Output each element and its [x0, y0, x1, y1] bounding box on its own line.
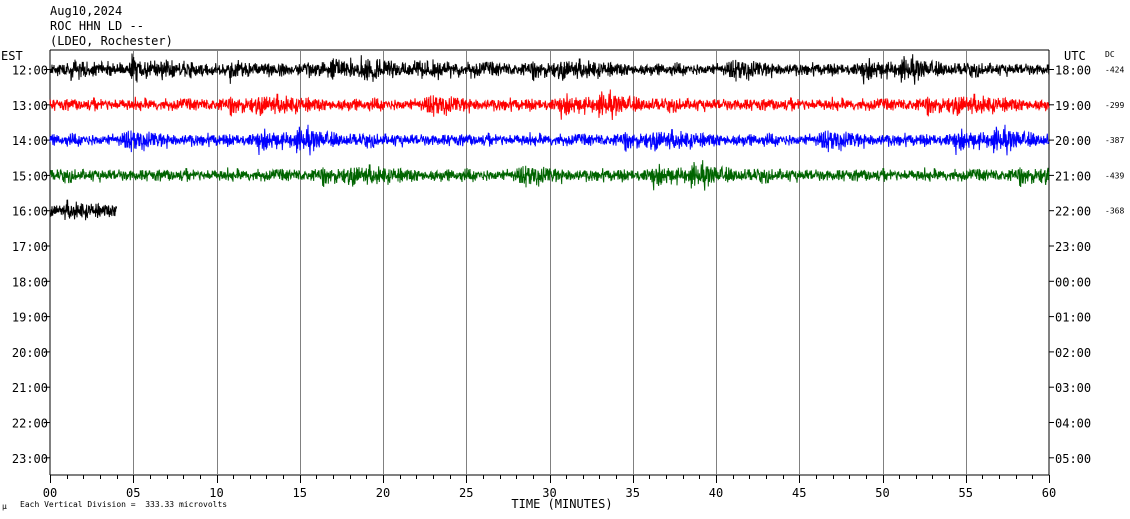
plot-grid — [45, 49, 1054, 483]
right-hour-label: 23:00 — [1055, 240, 1091, 254]
right-hour-label: 20:00 — [1055, 134, 1091, 148]
dc-offset-label: -439 — [1105, 171, 1124, 180]
right-hour-label: 21:00 — [1055, 169, 1091, 183]
left-hour-label: 19:00 — [12, 311, 48, 325]
left-hour-label: 14:00 — [12, 134, 48, 148]
seismic-trace-row-3 — [49, 160, 1050, 191]
x-tick-label: 35 — [626, 486, 640, 500]
date-label: Aug10,2024 — [50, 4, 123, 18]
x-tick-label: 05 — [126, 486, 140, 500]
x-tick-label: 15 — [293, 486, 307, 500]
right-hour-label: 18:00 — [1055, 64, 1091, 78]
x-axis-title: TIME (MINUTES) — [511, 497, 612, 511]
right-hour-label: 03:00 — [1055, 381, 1091, 395]
seismic-trace-row-1 — [49, 89, 1050, 121]
left-hour-label: 18:00 — [12, 275, 48, 289]
location-label: (LDEO, Rochester) — [50, 34, 173, 48]
right-hour-label: 01:00 — [1055, 311, 1091, 325]
x-tick-label: 25 — [459, 486, 473, 500]
left-hour-label: 20:00 — [12, 346, 48, 360]
scale-corner-mark: μ — [2, 502, 7, 511]
x-tick-label: 20 — [376, 486, 390, 500]
left-timezone-label: EST — [1, 49, 23, 63]
right-timezone-label: UTC — [1064, 49, 1086, 63]
dc-offset-label: -424 — [1105, 66, 1124, 75]
right-hour-label: 00:00 — [1055, 275, 1091, 289]
x-tick-label: 30 — [542, 486, 556, 500]
seismic-trace-row-4 — [49, 199, 118, 221]
left-hour-label: 16:00 — [12, 205, 48, 219]
scale-note: Each Vertical Division = 333.33 microvol… — [20, 500, 228, 509]
x-tick-label: 50 — [875, 486, 889, 500]
right-hour-label: 22:00 — [1055, 205, 1091, 219]
station-label: ROC HHN LD -- — [50, 19, 144, 33]
left-hour-label: 15:00 — [12, 169, 48, 183]
axis-labels: 00 05 10 15 20 25 30 35 40 45 50 55 60 TIME (MINUTES)… — [1, 49, 1124, 511]
left-hour-label: 13:00 — [12, 99, 48, 113]
x-tick-label: 45 — [792, 486, 806, 500]
right-hour-label: 05:00 — [1055, 452, 1091, 466]
left-hour-label: 21:00 — [12, 381, 48, 395]
x-tick-label: 00 — [43, 486, 57, 500]
dc-offset-label: -387 — [1105, 136, 1124, 145]
right-hour-label: 04:00 — [1055, 417, 1091, 431]
x-tick-label: 40 — [709, 486, 723, 500]
left-hour-label: 23:00 — [12, 452, 48, 466]
x-tick-label: 60 — [1042, 486, 1056, 500]
seismic-trace-row-0 — [49, 53, 1050, 85]
x-tick-label: 10 — [209, 486, 223, 500]
seismic-traces — [49, 53, 1050, 221]
dc-header-label: DC — [1105, 50, 1115, 59]
left-hour-label: 17:00 — [12, 240, 48, 254]
dc-offset-label: -368 — [1105, 207, 1124, 216]
right-hour-label: 19:00 — [1055, 99, 1091, 113]
seismic-trace-row-2 — [49, 124, 1050, 156]
x-tick-label: 55 — [959, 486, 973, 500]
right-hour-label: 02:00 — [1055, 346, 1091, 360]
left-hour-label: 22:00 — [12, 417, 48, 431]
dc-offset-label: -299 — [1105, 101, 1124, 110]
left-hour-label: 12:00 — [12, 64, 48, 78]
